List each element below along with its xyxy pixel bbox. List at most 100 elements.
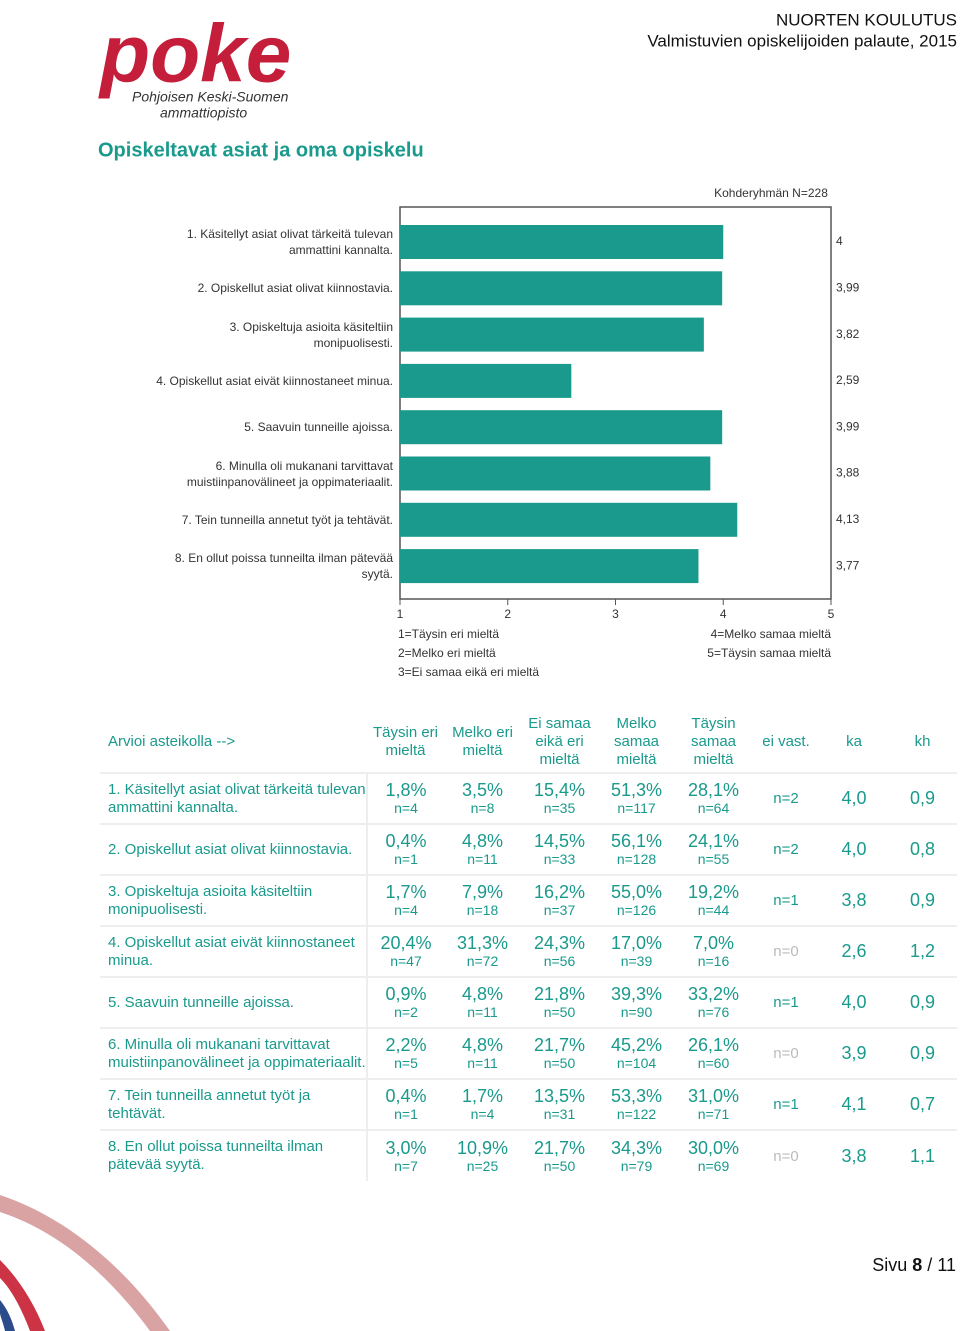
response-cell: 24,3% n=56: [521, 926, 598, 977]
response-cell: 13,5% n=31: [521, 1079, 598, 1130]
count: n=18: [466, 902, 499, 918]
count: n=39: [620, 953, 653, 969]
percent: 4,8%: [461, 831, 504, 851]
std-dev: 0,9: [909, 992, 936, 1012]
count: n=44: [697, 902, 730, 918]
scale-legend: 4=Melko samaa mieltä: [711, 627, 832, 641]
no-answer: n=1: [773, 892, 799, 909]
no-answer: n=0: [773, 1045, 799, 1062]
count: n=11: [467, 851, 498, 867]
response-cell: 1,7% n=4: [444, 1079, 521, 1130]
page-separator: /: [927, 1255, 932, 1275]
category-label: 4. Opiskellut asiat eivät kiinnostaneet …: [156, 373, 393, 388]
count: n=76: [697, 1004, 730, 1020]
response-cell: 30,0% n=69: [675, 1130, 752, 1181]
percent: 3,5%: [461, 780, 504, 800]
percent: 21,7%: [533, 1035, 586, 1055]
header-row: Arvioi asteikolla --> Täysin eri mieltä Me…: [100, 712, 957, 773]
chart: Kohderyhmän N=228 1 2 3 4 5 4 3,99 3,82 2,59 3,99…: [397, 186, 860, 679]
logo-line: Pohjoisen Keski-Suomen: [132, 89, 289, 105]
no-answer: n=0: [773, 1147, 799, 1165]
count: n=50: [543, 1004, 576, 1020]
x-tick-label: 5: [828, 607, 835, 621]
std-dev: 0,9: [909, 788, 936, 808]
x-tick-label: 2: [504, 607, 511, 621]
percent: 13,5%: [533, 1086, 586, 1106]
no-answer: n=2: [773, 841, 799, 858]
mean: 3,8: [841, 890, 867, 910]
scale-legend: 3=Ei samaa eikä eri mieltä: [398, 665, 539, 679]
no-answer: n=2: [773, 790, 799, 807]
response-cell: 26,1% n=60: [675, 1028, 752, 1079]
scale-legend: 5=Täysin samaa mieltä: [707, 646, 831, 660]
table-row: 6. Minulla oli mukanani tarvittavat muis…: [100, 1028, 957, 1079]
logo-line: ammattiopisto: [160, 105, 247, 121]
response-cell: 3,5% n=8: [444, 773, 521, 824]
response-cell: 20,4% n=47: [367, 926, 444, 977]
response-cell: 31,0% n=71: [675, 1079, 752, 1130]
percent: 45,2%: [610, 1035, 663, 1055]
count: n=1: [394, 851, 418, 867]
count: n=79: [620, 1157, 653, 1174]
count: n=16: [697, 953, 730, 969]
table-row: 1. Käsitellyt asiat olivat tärkeitä tule…: [100, 773, 957, 824]
percent: 7,9%: [461, 882, 504, 902]
response-cell: 7,9% n=18: [444, 875, 521, 926]
column-header: Ei samaa eikä eri mieltä: [528, 715, 591, 768]
percent: 56,1%: [610, 831, 663, 851]
count: n=8: [470, 800, 495, 816]
percent: 0,4%: [385, 1086, 427, 1106]
percent: 28,1%: [687, 780, 740, 800]
column-header: Arvioi asteikolla -->: [108, 733, 236, 750]
no-answer: n=0: [773, 943, 799, 960]
response-cell: 33,2% n=76: [675, 977, 752, 1028]
response-cell: 0,4% n=1: [367, 1079, 444, 1130]
percent: 33,2%: [687, 984, 740, 1004]
count: n=71: [697, 1106, 730, 1122]
bar: [400, 225, 724, 259]
value-label: 3,77: [836, 558, 860, 572]
bar: [400, 317, 704, 352]
mean: 4,1: [841, 1094, 867, 1114]
response-cell: 0,4% n=1: [367, 824, 444, 875]
results-table: Arvioi asteikolla --> Täysin eri mieltä Me…: [100, 712, 957, 1181]
response-cell: 51,3% n=117: [598, 773, 675, 824]
question: 6. Minulla oli mukanani tarvittavat muis…: [100, 1028, 368, 1079]
table-row: 3. Opiskeltuja asioita käsiteltiin monip…: [100, 875, 957, 926]
count: n=64: [697, 800, 730, 816]
mean: 4,0: [841, 992, 867, 1012]
x-tick-label: 4: [720, 607, 727, 621]
percent: 3,0%: [385, 1137, 427, 1158]
percent: 26,1%: [687, 1035, 740, 1055]
bar: [400, 410, 723, 445]
response-cell: 56,1% n=128: [598, 824, 675, 875]
column-header: Täysin eri mieltä: [372, 724, 439, 759]
response-cell: 31,3% n=72: [444, 926, 521, 977]
percent: 21,7%: [533, 1137, 586, 1158]
column-header: Täysin samaa mieltä: [690, 715, 737, 768]
mean: 2,6: [841, 941, 867, 961]
response-cell: 14,5% n=33: [521, 824, 598, 875]
count: n=104: [616, 1055, 657, 1071]
std-dev: 0,9: [909, 890, 936, 910]
response-cell: 4,8% n=11: [444, 977, 521, 1028]
count: n=1: [394, 1106, 418, 1122]
table-row: 5. Saavuin tunneille ajoissa. 0,9% n=2 4,8%…: [100, 977, 957, 1028]
no-answer: n=1: [773, 1096, 799, 1113]
mean: 4,0: [841, 839, 867, 859]
count: n=37: [543, 902, 576, 918]
percent: 16,2%: [533, 882, 586, 902]
count: n=90: [620, 1004, 653, 1020]
column-header: Melko samaa mieltä: [613, 715, 660, 768]
std-dev: 1,1: [909, 1145, 936, 1166]
response-cell: 45,2% n=104: [598, 1028, 675, 1079]
response-cell: 21,8% n=50: [521, 977, 598, 1028]
percent: 2,2%: [385, 1035, 427, 1055]
response-cell: 7,0% n=16: [675, 926, 752, 977]
percent: 39,3%: [610, 984, 663, 1004]
count: n=33: [543, 851, 576, 867]
count: n=69: [697, 1157, 730, 1174]
percent: 1,7%: [385, 882, 427, 902]
percent: 31,3%: [456, 933, 509, 953]
